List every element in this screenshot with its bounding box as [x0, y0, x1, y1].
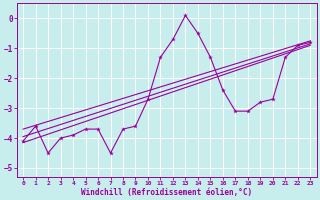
X-axis label: Windchill (Refroidissement éolien,°C): Windchill (Refroidissement éolien,°C)	[81, 188, 252, 197]
